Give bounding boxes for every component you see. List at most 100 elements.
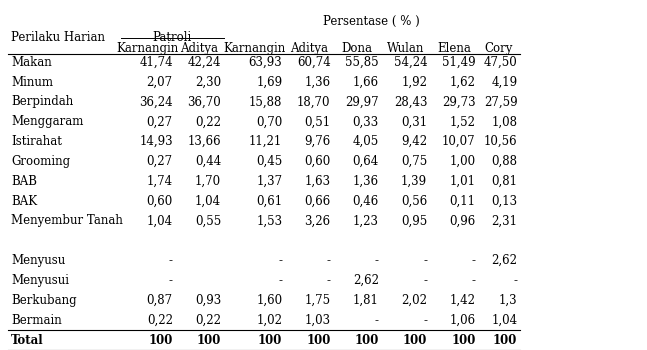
Text: Wulan: Wulan xyxy=(387,42,424,55)
Text: 0,66: 0,66 xyxy=(304,195,331,208)
Text: 0,22: 0,22 xyxy=(147,314,173,327)
Text: 0,87: 0,87 xyxy=(147,294,173,307)
Text: 1,04: 1,04 xyxy=(491,314,518,327)
Text: 28,43: 28,43 xyxy=(394,96,427,108)
Text: 1,70: 1,70 xyxy=(195,175,221,188)
Text: 1,3: 1,3 xyxy=(499,294,518,307)
Text: 1,92: 1,92 xyxy=(401,76,427,89)
Text: 100: 100 xyxy=(197,334,221,346)
Text: 41,74: 41,74 xyxy=(139,56,173,69)
Text: BAB: BAB xyxy=(11,175,37,188)
Text: -: - xyxy=(327,274,331,287)
Text: 1,03: 1,03 xyxy=(305,314,331,327)
Text: 0,56: 0,56 xyxy=(401,195,427,208)
Text: 1,52: 1,52 xyxy=(450,115,476,128)
Text: Menyusu: Menyusu xyxy=(11,254,65,267)
Text: 29,97: 29,97 xyxy=(345,96,379,108)
Text: 100: 100 xyxy=(493,334,518,346)
Text: 4,19: 4,19 xyxy=(491,76,518,89)
Text: 100: 100 xyxy=(355,334,379,346)
Text: -: - xyxy=(472,254,476,267)
Text: -: - xyxy=(375,254,379,267)
Text: 1,08: 1,08 xyxy=(492,115,518,128)
Text: 0,45: 0,45 xyxy=(256,155,282,168)
Text: 51,49: 51,49 xyxy=(442,56,476,69)
Text: 4,05: 4,05 xyxy=(353,135,379,148)
Text: -: - xyxy=(375,314,379,327)
Text: 1,36: 1,36 xyxy=(353,175,379,188)
Text: 11,21: 11,21 xyxy=(249,135,282,148)
Text: 60,74: 60,74 xyxy=(297,56,331,69)
Text: 63,93: 63,93 xyxy=(248,56,282,69)
Text: Istirahat: Istirahat xyxy=(11,135,62,148)
Text: Menggaram: Menggaram xyxy=(11,115,83,128)
Text: -: - xyxy=(423,274,427,287)
Text: 1,02: 1,02 xyxy=(256,314,282,327)
Text: 0,81: 0,81 xyxy=(492,175,518,188)
Text: Elena: Elena xyxy=(437,42,471,55)
Text: 0,27: 0,27 xyxy=(147,115,173,128)
Text: 18,70: 18,70 xyxy=(297,96,331,108)
Text: 0,60: 0,60 xyxy=(304,155,331,168)
Text: 100: 100 xyxy=(306,334,331,346)
Text: 1,42: 1,42 xyxy=(450,294,476,307)
Text: 29,73: 29,73 xyxy=(442,96,476,108)
Text: 1,66: 1,66 xyxy=(353,76,379,89)
Text: 0,64: 0,64 xyxy=(353,155,379,168)
Text: 2,62: 2,62 xyxy=(353,274,379,287)
Text: 1,04: 1,04 xyxy=(147,215,173,228)
Text: Minum: Minum xyxy=(11,76,53,89)
Text: 100: 100 xyxy=(258,334,282,346)
Text: 9,76: 9,76 xyxy=(304,135,331,148)
Text: Cory: Cory xyxy=(485,42,513,55)
Text: 1,36: 1,36 xyxy=(305,76,331,89)
Text: 15,88: 15,88 xyxy=(249,96,282,108)
Text: 1,53: 1,53 xyxy=(256,215,282,228)
Text: Menyusui: Menyusui xyxy=(11,274,69,287)
Text: 2,07: 2,07 xyxy=(147,76,173,89)
Text: -: - xyxy=(423,314,427,327)
Text: Total: Total xyxy=(11,334,44,346)
Text: -: - xyxy=(423,254,427,267)
Text: 0,11: 0,11 xyxy=(450,195,476,208)
Text: 2,30: 2,30 xyxy=(195,76,221,89)
Text: 0,95: 0,95 xyxy=(401,215,427,228)
Text: 100: 100 xyxy=(403,334,427,346)
Text: 13,66: 13,66 xyxy=(188,135,221,148)
Text: Patroli: Patroli xyxy=(153,32,192,44)
Text: 100: 100 xyxy=(148,334,173,346)
Text: 10,07: 10,07 xyxy=(442,135,476,148)
Text: 36,70: 36,70 xyxy=(188,96,221,108)
Text: 100: 100 xyxy=(451,334,476,346)
Text: 1,39: 1,39 xyxy=(401,175,427,188)
Text: 10,56: 10,56 xyxy=(484,135,518,148)
Text: 0,22: 0,22 xyxy=(195,115,221,128)
Text: 1,63: 1,63 xyxy=(305,175,331,188)
Text: BAK: BAK xyxy=(11,195,37,208)
Text: -: - xyxy=(514,274,518,287)
Text: 36,24: 36,24 xyxy=(139,96,173,108)
Text: Perilaku Harian: Perilaku Harian xyxy=(11,32,105,44)
Text: 55,85: 55,85 xyxy=(345,56,379,69)
Text: 1,23: 1,23 xyxy=(353,215,379,228)
Text: -: - xyxy=(169,274,173,287)
Text: -: - xyxy=(472,274,476,287)
Text: Berpindah: Berpindah xyxy=(11,96,73,108)
Text: Dona: Dona xyxy=(342,42,373,55)
Text: -: - xyxy=(169,254,173,267)
Text: 27,59: 27,59 xyxy=(484,96,518,108)
Text: Makan: Makan xyxy=(11,56,52,69)
Text: 1,74: 1,74 xyxy=(147,175,173,188)
Text: 0,70: 0,70 xyxy=(256,115,282,128)
Text: 0,27: 0,27 xyxy=(147,155,173,168)
Text: 9,42: 9,42 xyxy=(401,135,427,148)
Text: 0,44: 0,44 xyxy=(195,155,221,168)
Text: 1,75: 1,75 xyxy=(305,294,331,307)
Text: 0,88: 0,88 xyxy=(492,155,518,168)
Text: 14,93: 14,93 xyxy=(139,135,173,148)
Text: Bermain: Bermain xyxy=(11,314,62,327)
Text: 2,02: 2,02 xyxy=(401,294,427,307)
Text: 0,13: 0,13 xyxy=(491,195,518,208)
Text: 1,62: 1,62 xyxy=(450,76,476,89)
Text: 1,01: 1,01 xyxy=(450,175,476,188)
